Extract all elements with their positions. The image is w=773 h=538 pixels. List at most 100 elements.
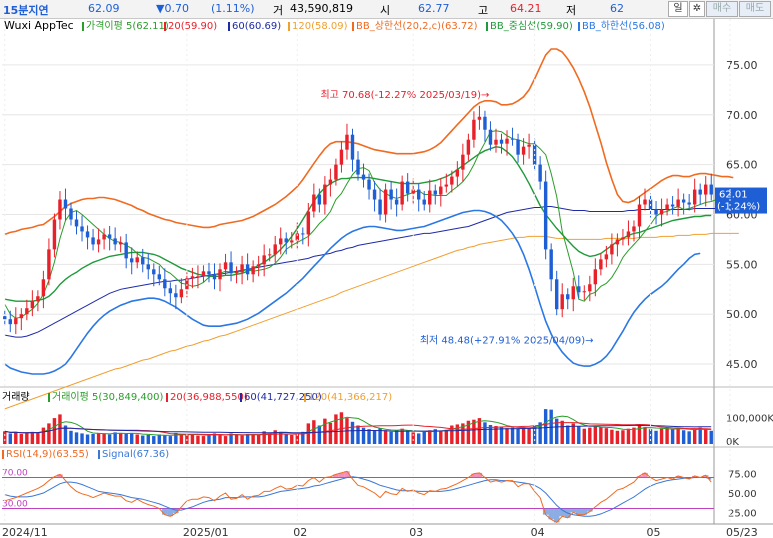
candle (25, 308, 29, 315)
time-tick-label: 05/23 (726, 526, 758, 538)
candle (654, 209, 658, 215)
candle (328, 179, 333, 185)
legend-swatch (164, 22, 166, 31)
volume-bar (3, 431, 7, 444)
candle (538, 164, 542, 182)
line-ma60 (4, 206, 739, 338)
volume-bar (383, 430, 388, 444)
rsi-overbought-fill (675, 475, 681, 478)
candle (290, 240, 294, 243)
volume-bar (626, 428, 631, 444)
candle (36, 296, 40, 302)
volume-tick-label: 100,000K (726, 414, 773, 425)
candle (643, 199, 647, 205)
rsi-oversold-fill (587, 508, 593, 512)
rsi-tick-label: 50.00 (728, 489, 757, 500)
candle (152, 269, 156, 275)
volume-bar (698, 427, 702, 444)
rsi-overbought-fill (471, 473, 477, 478)
candle (339, 149, 344, 165)
legend-swatch (98, 450, 100, 459)
candle (455, 169, 460, 177)
volume-bar (273, 430, 277, 444)
volume-bar (135, 434, 139, 444)
legend-swatch (82, 22, 84, 31)
volume-bar (262, 431, 266, 444)
candle (566, 294, 570, 300)
candle (378, 199, 382, 215)
candle (14, 318, 18, 325)
volume-bar (477, 418, 482, 444)
volume-bar (361, 427, 366, 444)
rsi-oversold-fill (576, 508, 582, 515)
candle (201, 271, 206, 277)
price-tick-label: 70.00 (726, 109, 758, 122)
volume-bar (279, 431, 283, 444)
candle (400, 181, 404, 205)
volume-bar (659, 428, 664, 444)
volume-bar (295, 433, 299, 444)
time-tick-label: 2024/11 (2, 526, 48, 538)
candle (96, 239, 101, 245)
volume-bar (604, 428, 609, 444)
volume-bar (174, 432, 178, 444)
high-value: 64.21 (510, 2, 542, 15)
volume-bar (466, 420, 471, 444)
line-bb-lower (4, 209, 701, 375)
candle (450, 176, 454, 185)
candle (372, 189, 377, 200)
volume-bar (8, 433, 12, 444)
candle (411, 189, 415, 194)
volume-bar (643, 427, 647, 444)
volume-bar (461, 423, 465, 444)
volume-bar (179, 434, 184, 444)
legend-swatch (304, 393, 306, 402)
price-tick-label: 65.00 (726, 159, 758, 172)
candle (499, 139, 504, 144)
candle (615, 239, 620, 245)
volume-bar (439, 430, 443, 444)
rsi-oversold-fill (553, 508, 560, 523)
volume-bar (692, 429, 697, 444)
volume-bar (599, 427, 603, 444)
candle (488, 129, 493, 145)
candle (681, 199, 686, 203)
volume-bar (229, 433, 233, 444)
time-tick-label: 03 (409, 526, 423, 538)
candle (466, 139, 471, 155)
legend-swatch (578, 22, 580, 31)
buy-button[interactable]: 매수 (706, 1, 738, 17)
volume-bar (52, 418, 57, 444)
rsi-oversold-fill (173, 508, 179, 514)
candle (405, 181, 410, 194)
price-panel: 75.0070.0065.0060.0055.0050.0045.00Wuxi … (0, 19, 773, 410)
volume-bar (168, 436, 173, 444)
period-day-button[interactable]: 일 (668, 1, 688, 17)
candle (670, 204, 675, 207)
volume-bar (505, 428, 509, 444)
candle (361, 174, 366, 180)
candle (383, 189, 388, 215)
volume-bar (245, 433, 250, 444)
rsi-legend-1: Signal(67.36) (102, 449, 169, 460)
volume-bar (444, 429, 449, 444)
volume-bar (615, 430, 620, 444)
candle (240, 264, 244, 273)
settings-button[interactable]: ✲ (689, 1, 705, 17)
candle (102, 234, 106, 240)
volume-bar (118, 433, 123, 444)
volume-bar (494, 426, 498, 444)
interval-label[interactable]: 15분지연 (3, 4, 49, 17)
rsi-oversold-fill (548, 508, 554, 520)
candle (676, 199, 680, 207)
volume-bar (207, 434, 211, 444)
volume-bar (69, 430, 73, 444)
rsi-line-rsi (4, 470, 712, 524)
candle (334, 164, 338, 180)
candle (543, 181, 548, 250)
candle (554, 279, 559, 310)
sell-button[interactable]: 매도 (739, 1, 771, 17)
candle (190, 276, 195, 279)
candle (317, 194, 322, 205)
candle (207, 271, 211, 275)
